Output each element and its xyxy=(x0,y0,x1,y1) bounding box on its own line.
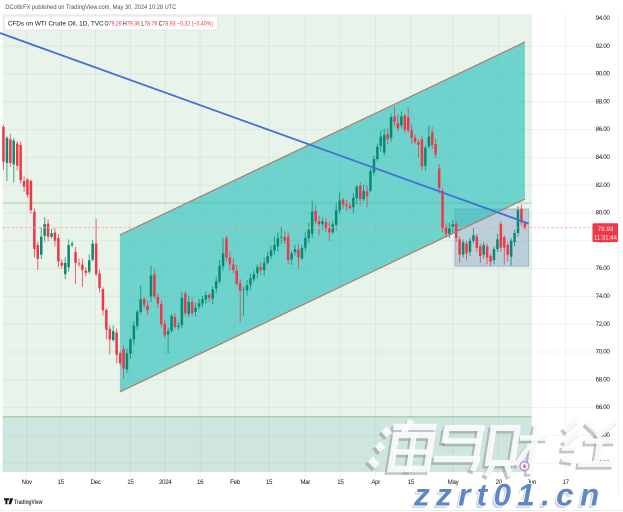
svg-text:2024: 2024 xyxy=(159,479,172,486)
svg-text:O79.26 H79.36 L78.78 C78.93 −0: O79.26 H79.36 L78.78 C78.93 −0.32 (−0.40… xyxy=(105,21,214,28)
svg-text:92.00: 92.00 xyxy=(596,43,611,50)
svg-text:86.00: 86.00 xyxy=(596,126,611,133)
svg-text:80.00: 80.00 xyxy=(596,210,611,217)
svg-text:zzrt01.cn: zzrt01.cn xyxy=(413,477,606,512)
svg-text:Apr: Apr xyxy=(371,479,380,486)
svg-text:Dec: Dec xyxy=(90,479,100,486)
svg-text:74.00: 74.00 xyxy=(596,293,611,300)
svg-text:TradingView: TradingView xyxy=(14,500,43,506)
svg-text:94.00: 94.00 xyxy=(596,15,611,22)
svg-text:72.00: 72.00 xyxy=(596,321,611,328)
svg-text:15: 15 xyxy=(266,479,273,486)
svg-text:Mar: Mar xyxy=(300,479,310,486)
svg-text:68.00: 68.00 xyxy=(596,376,611,383)
svg-text:May: May xyxy=(448,479,460,486)
svg-text:15: 15 xyxy=(127,479,134,486)
svg-text:15: 15 xyxy=(408,479,415,486)
svg-text:70.00: 70.00 xyxy=(596,349,611,356)
svg-text:15: 15 xyxy=(337,479,344,486)
svg-text:zzrt01.cn: zzrt01.cn xyxy=(411,479,603,512)
svg-text:90.00: 90.00 xyxy=(596,71,611,78)
svg-text:Feb: Feb xyxy=(230,479,241,486)
svg-text:Jun: Jun xyxy=(527,479,537,486)
svg-text:17: 17 xyxy=(562,479,569,486)
svg-text:78.93: 78.93 xyxy=(598,226,614,233)
svg-text:66.00: 66.00 xyxy=(596,404,611,411)
svg-text:15: 15 xyxy=(57,479,64,486)
svg-text:20: 20 xyxy=(495,479,502,486)
svg-text:82.00: 82.00 xyxy=(596,182,611,189)
svg-text:DCottirFX published on Trading: DCottirFX published on TradingView.com, … xyxy=(5,4,176,11)
svg-text:84.00: 84.00 xyxy=(596,154,611,161)
svg-text:64.00: 64.00 xyxy=(596,432,611,439)
svg-text:11:31:44: 11:31:44 xyxy=(594,235,618,241)
svg-text:CFDs on WTI Crude Oil, 1D, TVC: CFDs on WTI Crude Oil, 1D, TVC xyxy=(8,21,104,28)
svg-text:88.00: 88.00 xyxy=(596,98,611,105)
svg-text:Nov: Nov xyxy=(22,479,33,486)
svg-text:16: 16 xyxy=(197,479,204,486)
svg-text:76.00: 76.00 xyxy=(596,265,611,272)
